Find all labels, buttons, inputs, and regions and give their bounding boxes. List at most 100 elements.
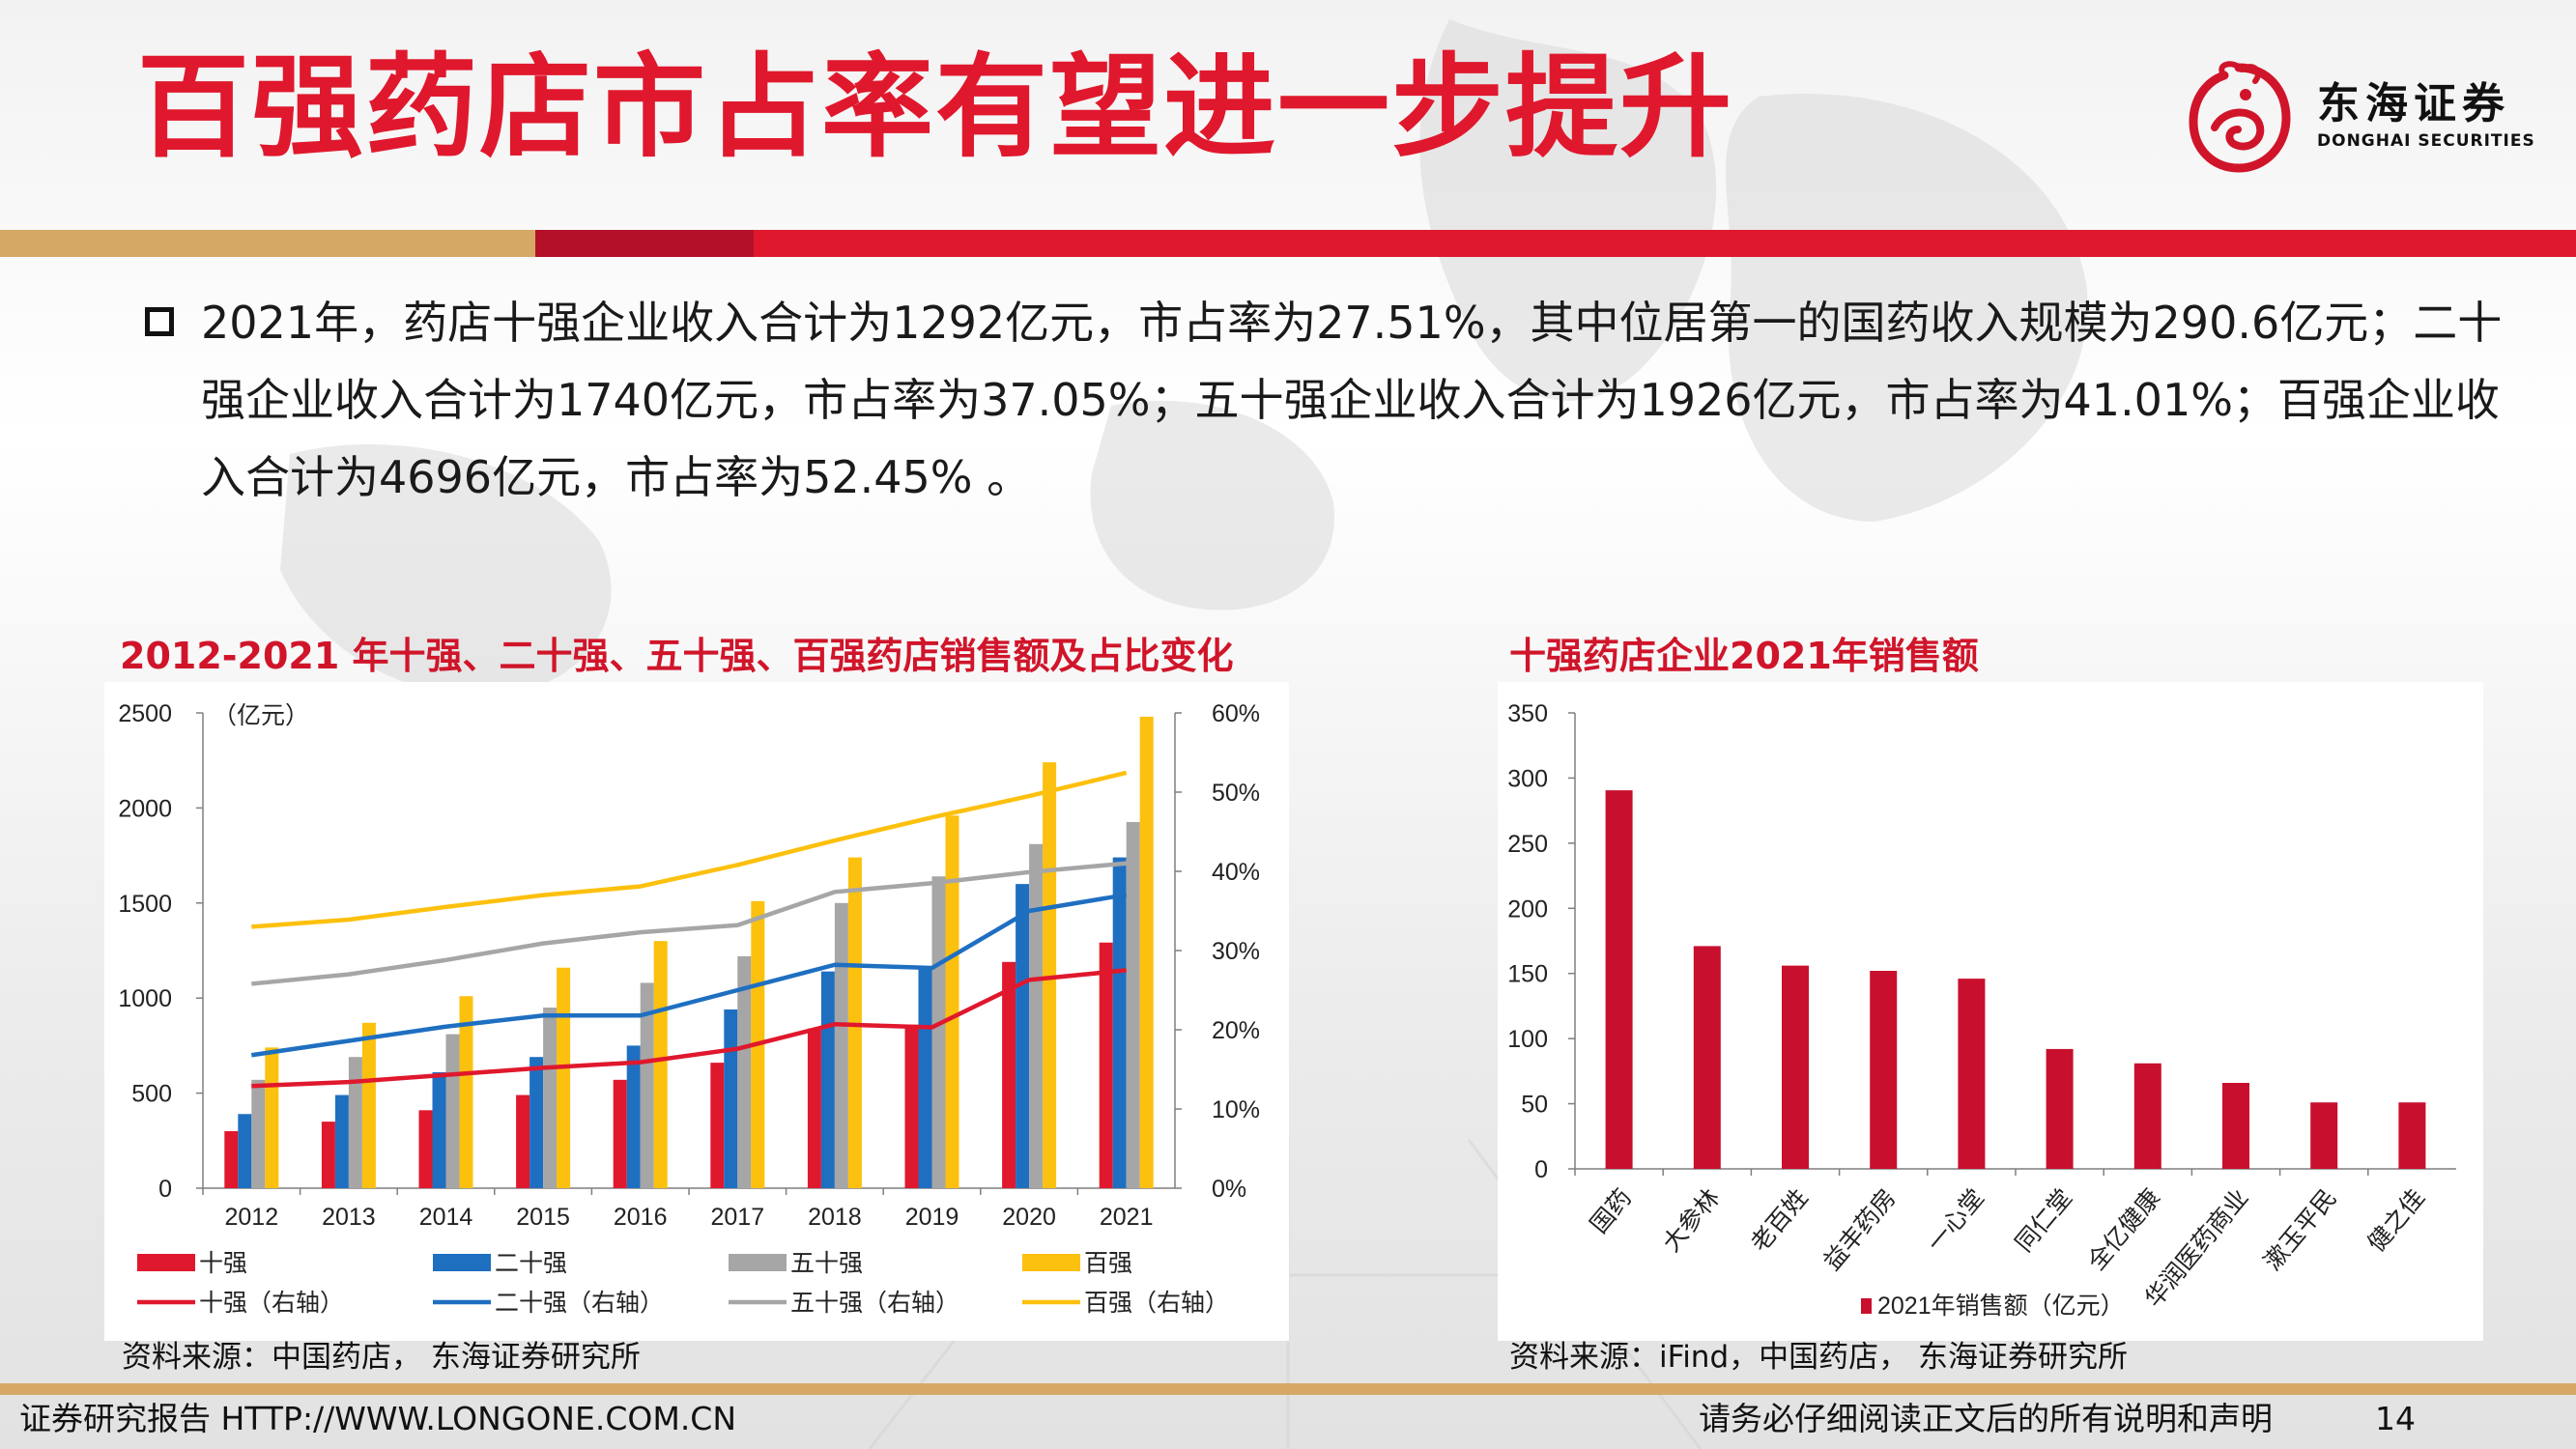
y-tick-label: 350 [1507,700,1548,727]
legend-swatch-二十强 [433,1254,491,1271]
left-source-note: 资料来源：中国药店， 东海证券研究所 [122,1340,641,1375]
bar-五十强-2017 [737,955,752,1188]
legend-label-十强: 十强 [199,1250,247,1277]
y-tick-label: 100 [1507,1026,1548,1053]
x-tick-label: 益丰药房 [1818,1184,1902,1276]
left-y-tick-label: 2000 [118,795,172,822]
bar-二十强-2021 [1112,857,1127,1188]
x-tick-label: 2016 [614,1204,668,1231]
footer-website[interactable]: 证券研究报告 HTTP://WWW.LONGONE.COM.CN [19,1400,737,1437]
line-二十强（右轴） [250,892,1128,1058]
bar-全亿健康 [2133,1063,2161,1169]
bar-五十强-2019 [931,876,946,1188]
legend-label: 2021年销售额（亿元） [1877,1293,2125,1320]
x-tick-label: 2015 [516,1204,570,1231]
left-y-tick-label: 500 [131,1081,172,1108]
bar-二十强-2014 [432,1071,446,1188]
bar-国药 [1605,790,1633,1169]
summary-line-2: 强企业收入合计为1740亿元，市占率为37.05%；五十强企业收入合计为1926… [201,374,2500,426]
x-tick-label: 2019 [905,1204,959,1231]
bar-五十强-2021 [1126,821,1140,1188]
bar-十强-2019 [904,1024,919,1188]
bullet-square-icon [145,307,174,336]
bar-百强-2016 [653,941,668,1188]
header-band-red [754,230,2576,257]
x-tick-label: 老百姓 [1746,1184,1814,1257]
bar-百强-2021 [1139,716,1154,1188]
legend-label-五十强（右轴）: 五十强（右轴） [790,1290,959,1317]
summary-paragraph: 2021年，药店十强企业收入合计为1292亿元，市占率为27.51%，其中位居第… [201,284,2502,516]
bar-同仁堂 [2046,1048,2074,1169]
x-tick-label: 2014 [419,1204,473,1231]
logo-text-en: DONGHAI SECURITIES [2317,131,2535,151]
y-tick-label: 150 [1507,961,1548,988]
bar-二十强-2016 [626,1045,641,1188]
header-band-gold [0,230,535,257]
footer-rule [0,1383,2576,1395]
x-tick-label: 同仁堂 [2011,1184,2078,1257]
bar-一心堂 [1958,979,1986,1169]
donghai-dragon-logo-icon [2189,61,2291,173]
left-y-tick-label: 2500 [118,700,172,727]
bar-五十强-2012 [251,1079,266,1188]
left-y-tick-label: 0 [158,1176,172,1203]
y-tick-label: 300 [1507,765,1548,792]
bar-百强-2014 [459,996,473,1188]
bar-十强-2015 [516,1094,530,1188]
page-title: 百强药店市占率有望进一步提升 [137,43,1733,173]
bar-五十强-2020 [1029,843,1044,1188]
unit-label: （亿元） [213,702,309,729]
x-tick-label: 一心堂 [1922,1184,1989,1257]
bar-十强-2012 [224,1130,239,1188]
bar-大参林 [1693,946,1721,1169]
right-chart-title: 十强药店企业2021年销售额 [1509,635,1979,677]
bar-十强-2020 [1002,961,1016,1188]
right-y-tick-label: 60% [1212,700,1260,727]
right-y-tick-label: 20% [1212,1017,1260,1044]
legend-label-二十强（右轴）: 二十强（右轴） [495,1290,664,1317]
right-y-tick-label: 40% [1212,859,1260,886]
legend-swatch-百强 [1022,1254,1080,1271]
bar-十强-2017 [710,1063,725,1188]
bar-健之佳 [2398,1102,2426,1169]
bar-十强-2018 [807,1028,821,1188]
legend-label-二十强: 二十强 [495,1250,567,1277]
bar-百强-2015 [557,967,571,1188]
bar-五十强-2016 [640,982,654,1188]
right-y-tick-label: 30% [1212,938,1260,965]
bar-五十强-2013 [348,1057,362,1188]
legend-label-五十强: 五十强 [790,1250,863,1277]
left-chart-title: 2012-2021 年十强、二十强、五十强、百强药店销售额及占比变化 [120,635,1234,677]
legend-swatch-五十强 [729,1254,787,1271]
x-tick-label: 大参林 [1658,1184,1726,1257]
x-tick-label: 2018 [808,1204,862,1231]
legend-label-百强: 百强 [1084,1250,1132,1277]
left-chart-panel [104,682,1289,1341]
footer-disclaimer: 请务必仔细阅读正文后的所有说明和声明 [1699,1400,2273,1437]
line-十强（右轴） [251,968,1127,1089]
right-y-tick-label: 50% [1212,780,1260,807]
bar-二十强-2012 [238,1114,252,1188]
x-tick-label: 健之佳 [2362,1184,2430,1257]
bar-二十强-2019 [918,967,932,1188]
bar-益丰药房 [1870,971,1898,1169]
bar-二十强-2017 [724,1009,738,1188]
legend-swatch [1861,1298,1872,1314]
right-source-note: 资料来源：iFind，中国药店， 东海证券研究所 [1509,1340,2128,1375]
line-五十强（右轴） [251,861,1127,986]
left-y-tick-label: 1500 [118,891,172,918]
right-y-tick-label: 0% [1212,1176,1246,1203]
summary-line-3: 入合计为4696亿元，市占率为52.45% 。 [201,451,1032,503]
bar-五十强-2018 [834,902,848,1188]
bar-华润医药商业 [2222,1082,2249,1169]
bar-二十强-2013 [334,1094,349,1188]
bar-漱玉平民 [2310,1102,2338,1169]
x-tick-label: 漱玉平民 [2259,1184,2342,1276]
line-百强（右轴） [251,770,1128,929]
bar-百强-2012 [265,1047,279,1188]
right-y-tick-label: 10% [1212,1096,1260,1123]
x-tick-label: 国药 [1586,1184,1638,1238]
bar-百强-2019 [945,815,959,1188]
